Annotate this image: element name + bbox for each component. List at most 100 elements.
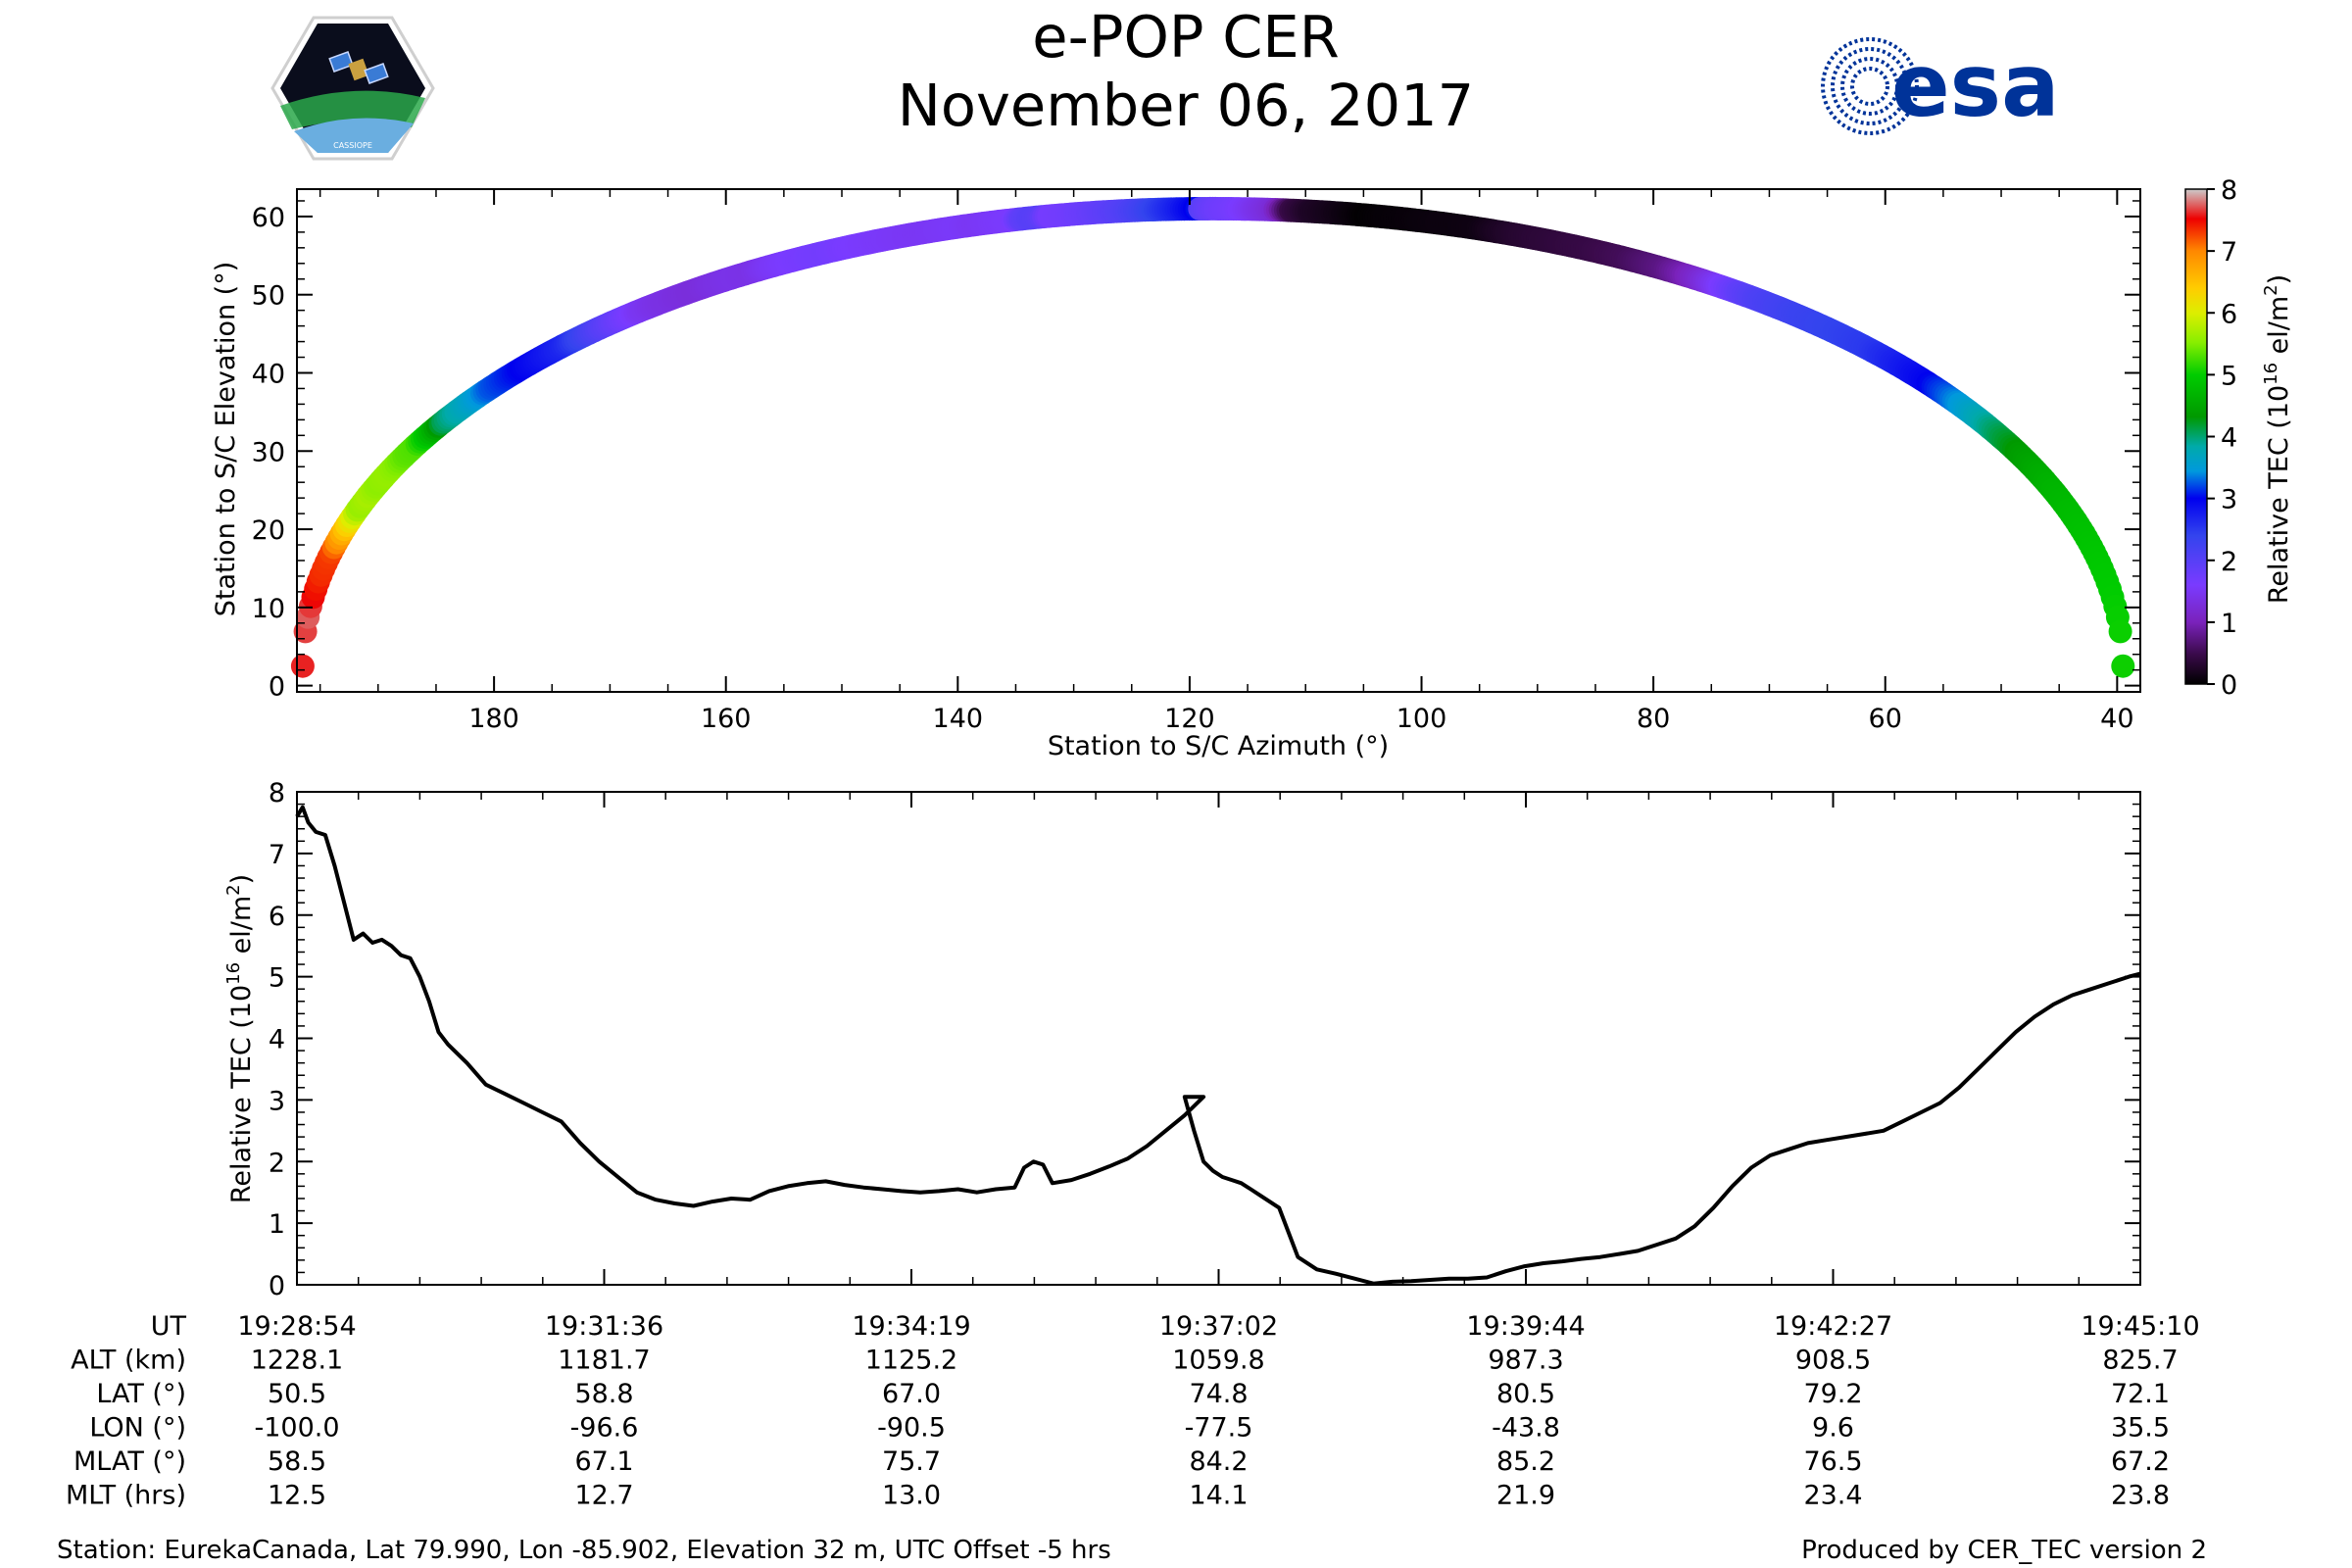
table-cell: 19:28:54: [237, 1311, 356, 1342]
tec-time-series-panel: 0 1 2 3 4 5 6 7 8 Relative TEC (1016 el/m2): [223, 778, 2141, 1301]
track-point: [2111, 654, 2135, 678]
y-tick-label: 40: [252, 359, 285, 389]
table-cell: 23.8: [2111, 1481, 2170, 1511]
cassiope-logo: CASSIOPE: [270, 16, 435, 161]
top-x-axis-label: Station to S/C Azimuth (°): [1048, 731, 1389, 761]
colorbar-tick-label: 8: [2221, 175, 2237, 206]
x-tick-label: 120: [1164, 704, 1215, 734]
colorbar-ticks: 0 1 2 3 4 5 6 7 8: [2207, 175, 2237, 701]
tec-y-tick-label: 4: [269, 1025, 285, 1055]
cassiope-logo-text: CASSIOPE: [333, 141, 372, 150]
esa-logo-text: esa: [1891, 35, 2059, 136]
colorbar-tick-label: 5: [2221, 361, 2237, 391]
table-row-label: LON (°): [89, 1413, 186, 1444]
tec-y-tick-label: 7: [269, 840, 285, 870]
x-tick-label: 180: [468, 704, 519, 734]
tec-series-line: [295, 805, 2141, 1286]
x-tick-label: 40: [2100, 704, 2133, 734]
colorbar-tick-label: 1: [2221, 609, 2237, 639]
table-row-label: UT: [151, 1311, 187, 1342]
bottom-axis-ticks: 0 1 2 3 4 5 6 7 8: [269, 778, 2141, 1301]
table-cell: 21.9: [1496, 1481, 1555, 1511]
y-tick-label: 60: [252, 203, 285, 233]
table-cell: 825.7: [2102, 1346, 2178, 1376]
y-tick-label: 10: [252, 594, 285, 624]
table-cell: 1228.1: [251, 1346, 343, 1376]
colorbar-tick-label: 2: [2221, 547, 2237, 577]
table-cell: -100.0: [254, 1413, 339, 1444]
x-tick-label: 100: [1396, 704, 1447, 734]
x-tick-label: 140: [933, 704, 984, 734]
colorbar-label: Relative TEC (1016 el/m2): [2261, 274, 2294, 604]
table-cell: -96.6: [570, 1413, 639, 1444]
table-cell: 19:37:02: [1159, 1311, 1278, 1342]
esa-logo: esa: [1821, 35, 2059, 136]
table-cell: 50.5: [268, 1379, 326, 1409]
chart-title: e-POP CER: [1032, 3, 1339, 71]
produced-by: Produced by CER_TEC version 2: [1801, 1536, 2207, 1565]
table-cell: 85.2: [1496, 1446, 1555, 1477]
tec-y-tick-label: 6: [269, 902, 285, 932]
table-cell: 987.3: [1488, 1346, 1563, 1376]
table-cell: 67.1: [574, 1446, 633, 1477]
elevation-track: [290, 196, 2135, 678]
x-tick-label: 60: [1869, 704, 1902, 734]
colorbar: [2184, 188, 2208, 685]
table-row-label: MLT (hrs): [66, 1481, 186, 1511]
table-cell: 67.2: [2111, 1446, 2170, 1477]
table-cell: 84.2: [1189, 1446, 1248, 1477]
table-cell: 58.5: [268, 1446, 326, 1477]
y-tick-label: 0: [269, 672, 285, 703]
colorbar-tick-label: 6: [2221, 299, 2237, 329]
table-cell: 1181.7: [558, 1346, 650, 1376]
table-cell: 67.0: [882, 1379, 941, 1409]
table-row-label: ALT (km): [71, 1346, 186, 1376]
top-plot-frame: [296, 188, 2141, 693]
tec-y-tick-label: 0: [269, 1271, 285, 1301]
table-cell: 14.1: [1189, 1481, 1248, 1511]
table-cell: 76.5: [1803, 1446, 1862, 1477]
bottom-plot-frame: [296, 791, 2141, 1286]
colorbar-tick-label: 3: [2221, 485, 2237, 515]
table-cell: 19:45:10: [2081, 1311, 2199, 1342]
table-cell: 908.5: [1795, 1346, 1871, 1376]
y-tick-label: 20: [252, 515, 285, 546]
table-row-label: MLAT (°): [74, 1446, 186, 1477]
track-point: [290, 654, 315, 678]
table-cell: 74.8: [1189, 1379, 1248, 1409]
table-cell: -43.8: [1492, 1413, 1560, 1444]
y-tick-label: 30: [252, 437, 285, 467]
table-cell: 23.4: [1803, 1481, 1862, 1511]
y-tick-label: 50: [252, 281, 285, 312]
table-cell: 80.5: [1496, 1379, 1555, 1409]
table-cell: 75.7: [882, 1446, 941, 1477]
x-tick-label: 160: [701, 704, 752, 734]
table-cell: 12.5: [268, 1481, 326, 1511]
table-cell: 1059.8: [1172, 1346, 1264, 1376]
table-cell: 35.5: [2111, 1413, 2170, 1444]
satellite-icon: [328, 51, 389, 84]
table-cell: 19:34:19: [852, 1311, 970, 1342]
station-info: Station: EurekaCanada, Lat 79.990, Lon -…: [57, 1536, 1111, 1565]
esa-globe-icon: [1821, 37, 1919, 135]
tec-y-tick-label: 2: [269, 1148, 285, 1178]
bottom-y-axis-label: Relative TEC (1016 el/m2): [223, 874, 257, 1203]
top-y-axis-label: Station to S/C Elevation (°): [211, 262, 241, 617]
table-cell: 72.1: [2111, 1379, 2170, 1409]
orbit-parameter-table: UT 19:28:54 19:31:36 19:34:19 19:37:02 19:39:…: [66, 1311, 2200, 1511]
colorbar-tick-label: 0: [2221, 670, 2237, 701]
table-cell: -77.5: [1185, 1413, 1253, 1444]
table-cell: 1125.2: [865, 1346, 957, 1376]
table-cell: 19:31:36: [545, 1311, 663, 1342]
table-cell: -90.5: [877, 1413, 946, 1444]
table-cell: 9.6: [1812, 1413, 1854, 1444]
tec-y-tick-label: 3: [269, 1086, 285, 1116]
colorbar-tick-label: 7: [2221, 237, 2237, 268]
x-tick-label: 80: [1637, 704, 1670, 734]
colorbar-tick-label: 4: [2221, 423, 2237, 454]
table-cell: 58.8: [574, 1379, 633, 1409]
table-cell: 19:42:27: [1774, 1311, 1892, 1342]
table-row-label: LAT (°): [96, 1379, 186, 1409]
